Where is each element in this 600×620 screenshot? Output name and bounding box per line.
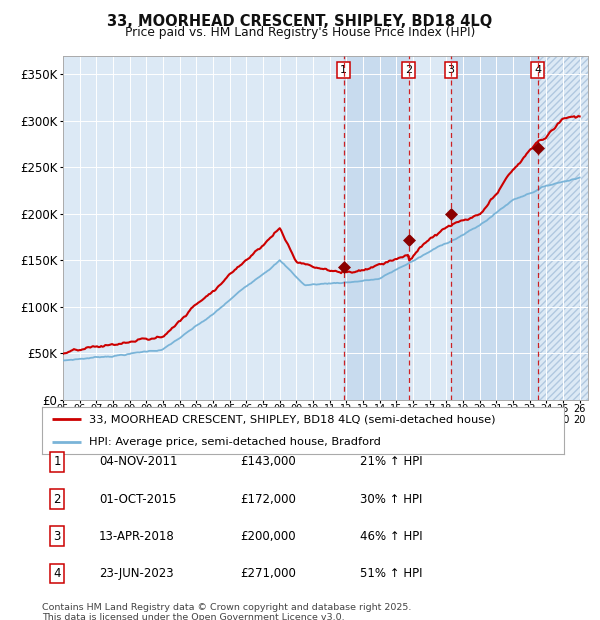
- Text: 23-JUN-2023: 23-JUN-2023: [99, 567, 173, 580]
- Text: 33, MOORHEAD CRESCENT, SHIPLEY, BD18 4LQ: 33, MOORHEAD CRESCENT, SHIPLEY, BD18 4LQ: [107, 14, 493, 29]
- Text: £172,000: £172,000: [240, 493, 296, 505]
- Text: 01-OCT-2015: 01-OCT-2015: [99, 493, 176, 505]
- Text: HPI: Average price, semi-detached house, Bradford: HPI: Average price, semi-detached house,…: [89, 436, 381, 447]
- Text: £200,000: £200,000: [240, 530, 296, 542]
- Text: 04-NOV-2011: 04-NOV-2011: [99, 456, 178, 468]
- Text: 1: 1: [53, 456, 61, 468]
- Text: 4: 4: [53, 567, 61, 580]
- Bar: [63, 56, 344, 400]
- Text: 30% ↑ HPI: 30% ↑ HPI: [360, 493, 422, 505]
- Text: 46% ↑ HPI: 46% ↑ HPI: [360, 530, 422, 542]
- Text: Price paid vs. HM Land Registry's House Price Index (HPI): Price paid vs. HM Land Registry's House …: [125, 26, 475, 39]
- Text: £143,000: £143,000: [240, 456, 296, 468]
- Text: 1: 1: [340, 64, 347, 75]
- Text: £271,000: £271,000: [240, 567, 296, 580]
- Text: 51% ↑ HPI: 51% ↑ HPI: [360, 567, 422, 580]
- Bar: [409, 56, 451, 400]
- Bar: [538, 56, 588, 400]
- Text: 2: 2: [53, 493, 61, 505]
- Bar: [344, 56, 409, 400]
- Text: 3: 3: [53, 530, 61, 542]
- Text: 13-APR-2018: 13-APR-2018: [99, 530, 175, 542]
- Text: Contains HM Land Registry data © Crown copyright and database right 2025.
This d: Contains HM Land Registry data © Crown c…: [42, 603, 412, 620]
- Text: 21% ↑ HPI: 21% ↑ HPI: [360, 456, 422, 468]
- Text: 2: 2: [405, 64, 412, 75]
- Text: 33, MOORHEAD CRESCENT, SHIPLEY, BD18 4LQ (semi-detached house): 33, MOORHEAD CRESCENT, SHIPLEY, BD18 4LQ…: [89, 414, 496, 425]
- Bar: [451, 56, 538, 400]
- Bar: [538, 56, 588, 400]
- Text: 4: 4: [534, 64, 541, 75]
- Text: 3: 3: [448, 64, 454, 75]
